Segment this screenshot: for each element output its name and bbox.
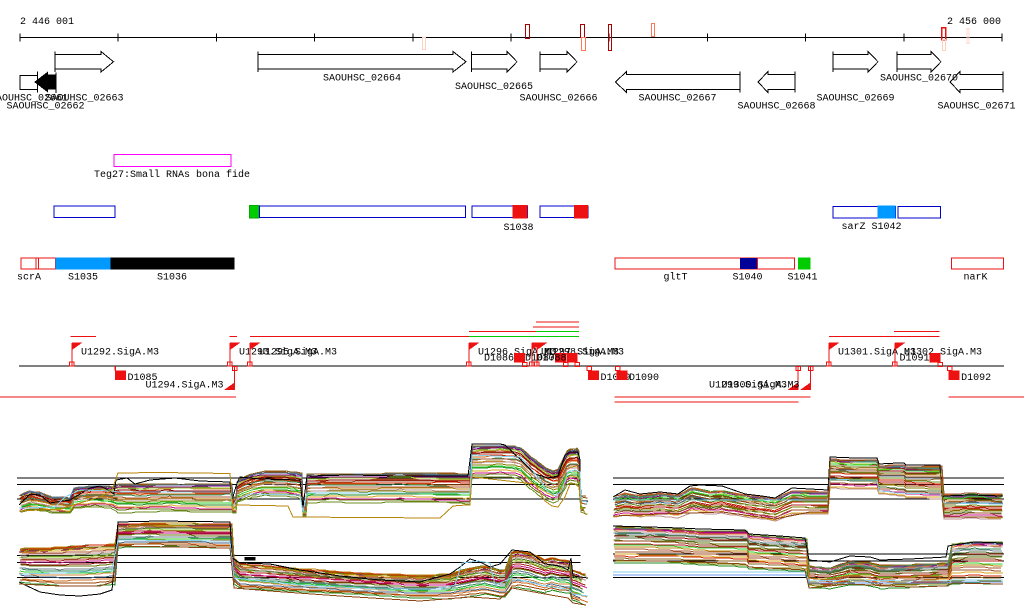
svg-text:SAOUHSC_02664: SAOUHSC_02664 — [323, 74, 401, 85]
svg-text:U1299.SigA.M3: U1299.SigA.M3 — [709, 380, 787, 392]
svg-text:U1294.SigA.M3: U1294.SigA.M3 — [146, 380, 224, 392]
svg-text:S1035: S1035 — [68, 273, 98, 284]
svg-text:U1302.SigA.M3: U1302.SigA.M3 — [904, 347, 982, 359]
svg-text:narK: narK — [964, 273, 988, 284]
svg-text:D1085: D1085 — [128, 373, 158, 384]
svg-text:SAOUHSC_02668: SAOUHSC_02668 — [738, 102, 816, 113]
svg-text:2 446 001: 2 446 001 — [20, 17, 74, 28]
svg-text:D1090: D1090 — [629, 373, 659, 384]
svg-text:D1086: D1086 — [484, 354, 514, 365]
svg-text:D1088: D1088 — [537, 354, 567, 365]
svg-text:SAOUHSC_02667: SAOUHSC_02667 — [639, 94, 717, 105]
svg-text:SAOUHSC_02666: SAOUHSC_02666 — [520, 94, 598, 105]
svg-text:S1040: S1040 — [733, 273, 763, 284]
svg-text:SAOUHSC_02669: SAOUHSC_02669 — [817, 94, 895, 105]
svg-text:scrA: scrA — [17, 273, 41, 284]
svg-text:SAOUHSC_02663: SAOUHSC_02663 — [46, 94, 124, 105]
svg-text:S1038: S1038 — [504, 223, 534, 234]
svg-text:SAOUHSC_02670: SAOUHSC_02670 — [880, 74, 958, 85]
svg-text:U1295.SigA.M3: U1295.SigA.M3 — [259, 347, 337, 359]
svg-text:D1089: D1089 — [601, 373, 631, 384]
svg-text:U1293.SigA.M3: U1293.SigA.M3 — [239, 347, 317, 359]
svg-text:Teg27:Small RNAs bona fide: Teg27:Small RNAs bona fide — [94, 169, 250, 181]
svg-text:U1292.SigA.M3: U1292.SigA.M3 — [81, 347, 159, 359]
svg-text:D1091: D1091 — [900, 354, 930, 365]
svg-text:S1036: S1036 — [157, 273, 187, 284]
svg-text:gltT: gltT — [664, 272, 688, 284]
svg-text:U1301.SigA.M3: U1301.SigA.M3 — [838, 347, 916, 359]
svg-text:U1300.SigA.M3: U1300.SigA.M3 — [722, 380, 800, 392]
svg-text:S1041: S1041 — [788, 273, 818, 284]
svg-text:SAOUHSC_02671: SAOUHSC_02671 — [938, 102, 1016, 113]
svg-text:D1087: D1087 — [525, 354, 555, 365]
svg-text:sarZ S1042: sarZ S1042 — [842, 222, 902, 233]
svg-text:SAOUHSC_02661: SAOUHSC_02661 — [0, 94, 68, 105]
svg-text:2 456 000: 2 456 000 — [947, 17, 1001, 28]
svg-text:SAOUHSC_02665: SAOUHSC_02665 — [455, 82, 533, 93]
svg-text:D1092: D1092 — [961, 373, 991, 384]
svg-text:SAOUHSC_02662: SAOUHSC_02662 — [7, 102, 85, 113]
